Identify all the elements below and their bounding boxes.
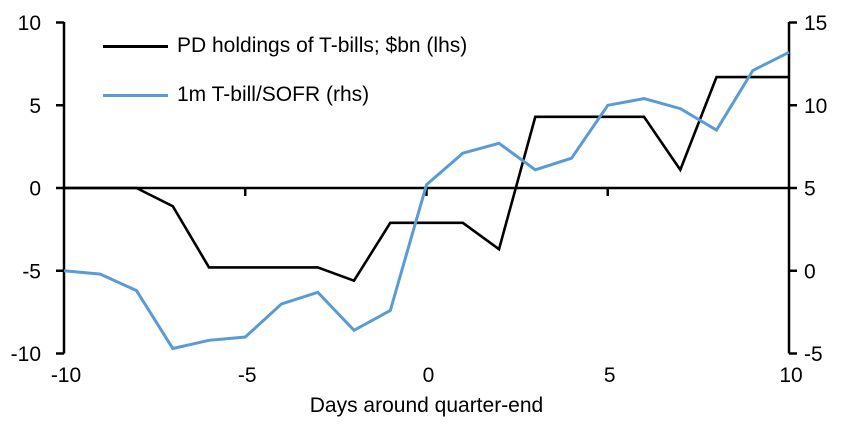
left-axis-tick-label: 5: [29, 95, 41, 118]
x-axis-tick-label: -10: [51, 364, 81, 387]
blue-line-swatch: [103, 93, 168, 97]
legend-item-tbill-sofr: 1m T-bill/SOFR (rhs): [103, 81, 467, 109]
right-axis-tick-label: 5: [804, 178, 816, 201]
right-axis-tick-label: 10: [804, 95, 827, 118]
legend: PD holdings of T-bills; $bn (lhs) 1m T-b…: [103, 32, 467, 130]
x-axis-title: Days around quarter-end: [309, 394, 544, 417]
x-axis-tick-label: 5: [604, 364, 616, 387]
left-axis-tick-label: -5: [22, 260, 41, 283]
right-axis-tick-label: -5: [804, 343, 823, 366]
left-axis-tick-label: -10: [11, 343, 41, 366]
blue-series-line: [63, 50, 790, 351]
right-axis-tick-label: 15: [804, 12, 827, 35]
left-axis-tick-label: 10: [18, 12, 41, 35]
right-axis-tick-label: 0: [804, 260, 816, 283]
black-series-line: [64, 75, 789, 283]
legend-item-pd-holdings: PD holdings of T-bills; $bn (lhs): [103, 32, 467, 60]
x-axis-tick-label: 0: [423, 364, 435, 387]
left-axis-tick-label: 0: [29, 178, 41, 201]
black-line-swatch: [103, 44, 168, 48]
x-axis-tick-label: -5: [238, 364, 257, 387]
x-axis-tick-label: 10: [779, 364, 802, 387]
legend-label-pd-holdings: PD holdings of T-bills; $bn (lhs): [177, 34, 468, 57]
legend-label-tbill-sofr: 1m T-bill/SOFR (rhs): [177, 83, 370, 106]
